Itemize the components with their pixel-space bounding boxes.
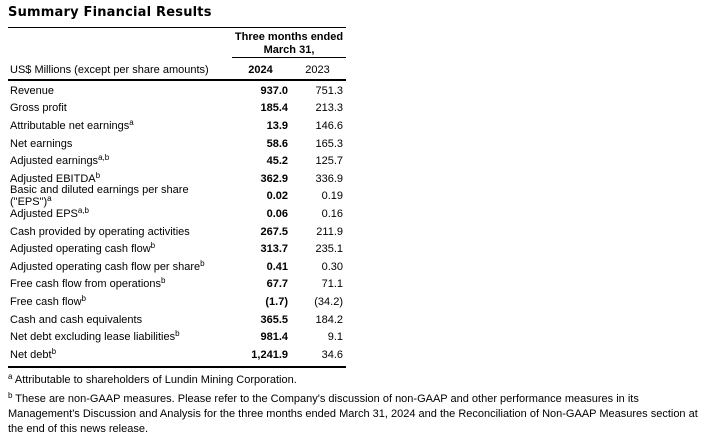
row-label: Adjusted operating cash flow per shareb (10, 258, 205, 273)
value-2024: 362.9 (260, 172, 288, 185)
footnotes-section: a Attributable to shareholders of Lundin… (8, 368, 705, 437)
period-header: Three months ended March 31, (232, 28, 346, 58)
table-row: Adjusted EPSa,b 0.06 0.16 (8, 205, 346, 223)
page-title: Summary Financial Results (8, 5, 212, 20)
value-2024: 313.7 (260, 243, 288, 256)
footnote: a Attributable to shareholders of Lundin… (8, 371, 297, 386)
value-2023: 751.3 (315, 84, 343, 97)
footnote-marker: a,b (77, 205, 89, 215)
footnote-marker: b (8, 390, 13, 400)
value-2023: 34.6 (321, 348, 343, 361)
table-row: Cash provided by operating activities 267… (8, 223, 346, 241)
value-2023: 213.3 (315, 102, 343, 115)
period-header-row: Three months ended March 31, (8, 28, 346, 58)
summary-financial-table: Three months ended March 31, US$ Million… (8, 27, 346, 368)
row-label: Cash and cash equivalents (10, 313, 143, 326)
row-label: Cash provided by operating activities (10, 225, 190, 238)
footnote: b These are non-GAAP measures. Please re… (8, 390, 698, 435)
column-header-2023: 2023 (305, 64, 330, 76)
footnote-marker: a (129, 117, 134, 127)
value-2024: 13.9 (266, 119, 288, 132)
table-row: Attributable net earningsa 13.9 146.6 (8, 117, 346, 135)
footnote-marker: a,b (98, 153, 110, 163)
table-row: Free cash flow from operationsb 67.7 71.1 (8, 276, 346, 294)
value-2024: 0.06 (266, 207, 288, 220)
row-label: Free cash flowb (10, 293, 86, 308)
table-body: Revenue 937.0 751.3 Gross profit 185.4 213.3 A… (8, 81, 346, 368)
value-2023: (34.2) (314, 295, 343, 308)
value-2024: 67.7 (266, 278, 288, 291)
value-2023: 9.1 (327, 331, 343, 344)
value-2023: 125.7 (315, 155, 343, 168)
value-2023: 0.16 (321, 207, 343, 220)
footnote-marker: b (161, 276, 166, 286)
value-2023: 165.3 (315, 137, 343, 150)
value-2024: 0.02 (266, 190, 288, 203)
value-2024: 981.4 (260, 331, 288, 344)
value-2023: 71.1 (321, 278, 343, 291)
row-label: Revenue (10, 84, 55, 97)
footnote-marker: b (51, 346, 57, 356)
row-label: Attributable net earningsa (10, 117, 134, 132)
table-row: Net earnings 58.6 165.3 (8, 135, 346, 153)
footnote-marker: b (95, 170, 101, 180)
value-2024: 1,241.9 (251, 348, 288, 361)
table-row: Adjusted operating cash flow per shareb 0… (8, 258, 346, 276)
period-header-spacer (8, 28, 232, 58)
table-row: Free cash flowb (1.7) (34.2) (8, 293, 346, 311)
row-label: Adjusted EPSa,b (10, 205, 89, 220)
table-row: Gross profit 185.4 213.3 (8, 100, 346, 118)
value-2023: 0.30 (321, 260, 343, 273)
value-2023: 184.2 (315, 313, 343, 326)
table-row: Revenue 937.0 751.3 (8, 82, 346, 100)
row-label: Adjusted operating cash flowb (10, 241, 156, 256)
table-row: Net debt excluding lease liabilitiesb 981… (8, 328, 346, 346)
footnote-marker: b (81, 293, 86, 303)
row-label: Net debtb (10, 346, 57, 361)
value-2024: 45.2 (266, 155, 288, 168)
table-row: Net debtb 1,241.9 34.6 (8, 346, 346, 364)
column-header-row: US$ Millions (except per share amounts) … (8, 58, 346, 81)
footnote-marker: a (8, 371, 13, 381)
row-label: Basic and diluted earnings per share ("E… (10, 184, 189, 209)
row-label: Net debt excluding lease liabilitiesb (10, 329, 180, 344)
value-2023: 146.6 (315, 119, 343, 132)
column-header-2024: 2024 (248, 64, 273, 76)
footnote-marker: b (175, 329, 180, 339)
value-2023: 0.19 (321, 190, 343, 203)
value-2024: 937.0 (260, 84, 288, 97)
footnote-marker: b (200, 258, 205, 268)
value-2023: 336.9 (315, 172, 343, 185)
row-label: Net earnings (10, 137, 73, 150)
value-2024: 267.5 (260, 225, 288, 238)
value-2023: 235.1 (315, 243, 343, 256)
value-2024: 58.6 (266, 137, 288, 150)
table-caption-label: US$ Millions (except per share amounts) (10, 64, 209, 76)
table-row: Adjusted EBITDAb 362.9 336.9 (8, 170, 346, 188)
period-header-line1: Three months ended (234, 31, 344, 43)
table-row: Adjusted earningsa,b 45.2 125.7 (8, 152, 346, 170)
table-row: Basic and diluted earnings per share ("E… (8, 184, 346, 208)
value-2024: 365.5 (260, 313, 288, 326)
value-2024: 0.41 (266, 260, 288, 273)
value-2024: 185.4 (260, 102, 288, 115)
value-2023: 211.9 (316, 225, 343, 238)
row-label: Free cash flow from operationsb (10, 276, 166, 291)
row-label: Gross profit (10, 102, 67, 115)
table-row: Adjusted operating cash flowb 313.7 235.1 (8, 240, 346, 258)
row-label: Adjusted EBITDAb (10, 170, 101, 185)
row-label: Adjusted earningsa,b (10, 153, 110, 168)
period-header-line2: March 31, (263, 44, 315, 56)
table-row: Cash and cash equivalents 365.5 184.2 (8, 311, 346, 329)
value-2024: (1.7) (265, 295, 288, 308)
footnote-marker: a (47, 194, 52, 204)
footnote-marker: b (150, 241, 156, 251)
